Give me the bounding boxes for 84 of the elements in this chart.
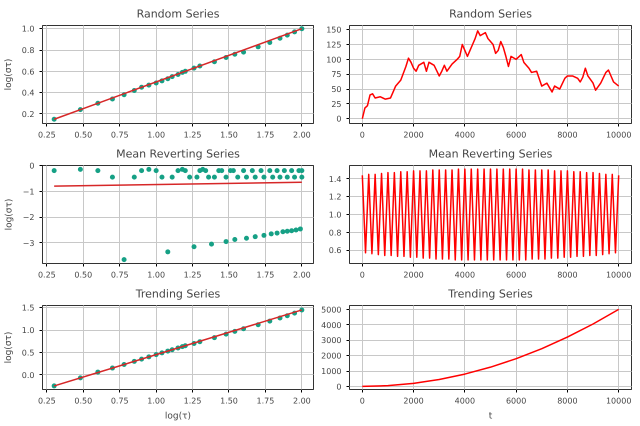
y-tick-label: 1.2 (328, 192, 342, 202)
x-tick-label: 1.00 (147, 130, 166, 140)
chart-title: Trending Series (134, 288, 220, 300)
y-tick-label: 0 (336, 382, 342, 392)
x-tick-label: 2.00 (292, 270, 311, 280)
y-tick-label: 25 (331, 100, 342, 109)
chart-title: Mean Reverting Series (428, 148, 553, 160)
x-tick-label: 1.75 (256, 396, 274, 406)
y-axis-title: log(στ) (4, 198, 15, 230)
y-tick-label: 0 (29, 162, 35, 170)
x-tick-label: 2000 (403, 396, 424, 406)
y-tick-label: 1.0 (328, 210, 342, 220)
y-tick-label: 0.8 (328, 228, 342, 238)
y-tick-label: 0.6 (22, 67, 35, 76)
y-tick-label: 0 (336, 114, 342, 124)
x-tick-label: 2.00 (292, 130, 311, 140)
x-tick-label: 1.25 (184, 396, 202, 406)
x-tick-label: 0.75 (110, 270, 129, 280)
x-tick-label: 6000 (506, 396, 526, 406)
x-tick-label: 0.25 (38, 270, 56, 280)
y-tick-label: 1.0 (22, 326, 35, 336)
x-axis-title: log(τ) (164, 412, 192, 422)
x-tick-label: 1.50 (220, 396, 238, 406)
x-tick-label: 1.25 (184, 270, 202, 280)
x-tick-label: 0.25 (38, 130, 56, 140)
x-tick-label: 2000 (403, 270, 424, 280)
y-tick-label: 5000 (321, 305, 342, 314)
y-tick-label: 2000 (321, 352, 342, 361)
x-tick-label: 10000 (606, 396, 632, 406)
chart-title: Random Series (449, 8, 532, 20)
x-tick-label: 10000 (606, 270, 632, 280)
y-tick-label: 1.5 (22, 304, 35, 313)
x-tick-label: 2.00 (292, 396, 311, 406)
x-tick-label: 4000 (454, 130, 476, 140)
chart-title: Mean Reverting Series (116, 148, 240, 160)
x-tick-label: 1.75 (256, 130, 274, 140)
x-tick-label: 4000 (454, 396, 476, 406)
x-tick-label: 4000 (454, 270, 476, 280)
y-axis-title: log(στ) (4, 332, 14, 364)
x-tick-label: 0.50 (74, 270, 92, 280)
y-tick-label: 0.4 (22, 88, 35, 98)
x-tick-label: 0.75 (110, 396, 129, 406)
x-axis-title: t (488, 412, 493, 422)
chart-title: Trending Series (447, 288, 533, 300)
y-tick-label: 0.2 (22, 110, 35, 119)
y-tick-label: 125 (326, 40, 342, 50)
y-tick-label: 1000 (321, 367, 342, 376)
x-tick-label: 0.50 (74, 396, 92, 406)
y-tick-label: 75 (331, 70, 342, 80)
x-tick-label: 6000 (506, 130, 526, 140)
y-tick-label: 1.4 (328, 174, 342, 184)
y-tick-label: −2 (22, 213, 35, 222)
x-tick-label: 0.50 (74, 130, 92, 140)
x-tick-label: 8000 (557, 270, 578, 280)
y-tick-label: 0.0 (22, 370, 35, 380)
y-tick-label: 0.8 (22, 46, 35, 55)
x-tick-label: 8000 (557, 130, 578, 140)
y-tick-label: 100 (326, 55, 342, 64)
y-tick-label: 4000 (321, 320, 342, 330)
x-tick-label: 0 (360, 270, 365, 280)
x-tick-label: 1.50 (220, 130, 238, 140)
x-tick-label: 0.25 (38, 396, 56, 406)
y-tick-label: −3 (22, 238, 35, 248)
x-tick-label: 1.00 (147, 396, 166, 406)
x-tick-label: 0.75 (110, 130, 129, 140)
y-axis-title: log(στ) (4, 58, 14, 90)
x-tick-label: 10000 (606, 130, 632, 140)
y-tick-label: 0.5 (22, 348, 35, 358)
x-tick-label: 2000 (403, 130, 424, 140)
y-tick-label: 50 (331, 85, 342, 94)
x-tick-label: 1.75 (256, 270, 274, 280)
y-tick-label: 150 (326, 26, 342, 35)
x-tick-label: 0 (360, 130, 365, 140)
x-tick-label: 1.00 (147, 270, 166, 280)
x-tick-label: 1.50 (220, 270, 238, 280)
y-tick-label: 0.6 (328, 246, 342, 256)
x-tick-label: 1.25 (184, 130, 202, 140)
x-tick-label: 0 (360, 396, 365, 406)
x-tick-label: 6000 (506, 270, 526, 280)
y-tick-label: 1.0 (22, 24, 35, 34)
y-tick-label: −1 (22, 187, 35, 196)
x-tick-label: 8000 (557, 396, 578, 406)
chart-title: Random Series (136, 8, 220, 20)
y-tick-label: 3000 (321, 336, 342, 346)
